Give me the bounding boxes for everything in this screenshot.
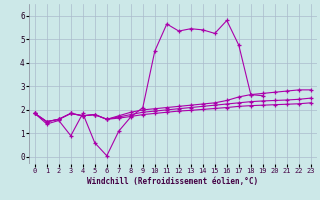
X-axis label: Windchill (Refroidissement éolien,°C): Windchill (Refroidissement éolien,°C) [87, 177, 258, 186]
